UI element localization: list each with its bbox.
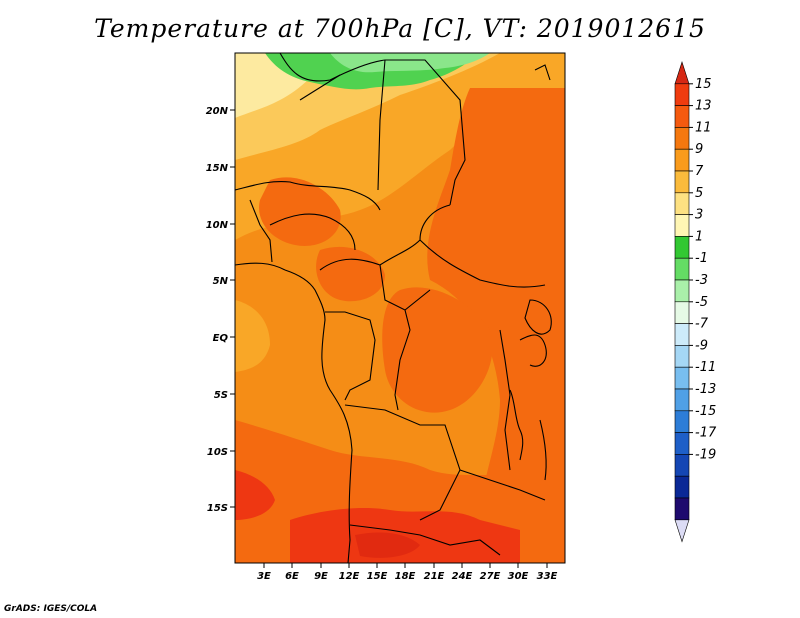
colorbar-swatch bbox=[674, 257, 690, 281]
colorbar-swatch bbox=[674, 192, 690, 215]
lon-label: 12E bbox=[339, 571, 360, 582]
lon-label: 30E bbox=[508, 571, 529, 582]
colorbar-label: -19 bbox=[695, 447, 716, 462]
colorbar-label: 13 bbox=[695, 99, 712, 114]
border-line-14 bbox=[349, 524, 501, 556]
border-line-6 bbox=[269, 213, 356, 251]
map-frame bbox=[234, 52, 566, 564]
map-title: Temperature at 700hPa [C], VT: 201901261… bbox=[94, 14, 706, 43]
colorbar-label: 7 bbox=[695, 164, 704, 179]
lat-label: 5N bbox=[213, 276, 229, 287]
lat-label: 10N bbox=[206, 220, 229, 231]
border-line-8 bbox=[419, 239, 546, 288]
lon-label: 15E bbox=[367, 571, 388, 582]
lon-label: 9E bbox=[314, 571, 328, 582]
lat-label: 15N bbox=[206, 163, 229, 174]
colorbar-swatch bbox=[674, 105, 690, 128]
border-line-4 bbox=[235, 181, 381, 211]
colorbar-swatch bbox=[674, 519, 690, 543]
colorbar-swatch bbox=[674, 432, 690, 455]
colorbar-swatch bbox=[674, 127, 690, 150]
colorbar-label: -15 bbox=[695, 404, 716, 419]
border-line-17 bbox=[519, 334, 547, 367]
lon-label: 18E bbox=[395, 571, 416, 582]
colorbar-swatch bbox=[674, 214, 690, 237]
field-band-warm-nw bbox=[259, 177, 341, 246]
lon-label: 27E bbox=[480, 571, 501, 582]
border-line-16 bbox=[235, 262, 286, 271]
field-band-warm-center bbox=[382, 287, 493, 413]
border-line-15 bbox=[459, 469, 546, 501]
field-band-hot-south bbox=[290, 508, 520, 563]
colorbar-label: -3 bbox=[695, 273, 708, 288]
colorbar-swatch bbox=[674, 366, 690, 390]
lat-label: EQ bbox=[213, 333, 229, 344]
colorbar-label: 5 bbox=[695, 186, 703, 201]
border-line-10 bbox=[325, 311, 376, 401]
colorbar-swatch bbox=[674, 410, 690, 433]
grads-credit: GrADS: IGES/COLA bbox=[4, 604, 98, 614]
colorbar-label: -17 bbox=[695, 426, 717, 441]
colorbar-swatch bbox=[674, 497, 690, 521]
colorbar-swatch bbox=[674, 170, 690, 194]
lake-outline-1 bbox=[509, 389, 524, 461]
longitude-labels: 3E 6E 9E 12E 15E 18E 21E 24E 27E 30E 33E bbox=[257, 571, 557, 582]
colorbar-label: -13 bbox=[695, 382, 716, 397]
border-line-13 bbox=[344, 404, 461, 521]
lat-label: 15S bbox=[207, 503, 228, 514]
border-line-12 bbox=[499, 329, 511, 471]
lat-label: 5S bbox=[214, 390, 228, 401]
border-line-11 bbox=[394, 309, 411, 411]
colorbar-swatch bbox=[674, 61, 690, 85]
lon-label: 3E bbox=[257, 571, 271, 582]
colorbar-label: -1 bbox=[695, 251, 708, 266]
colorbar-swatch bbox=[674, 236, 690, 259]
colorbar-swatch bbox=[674, 323, 690, 346]
field-band-lightgreen bbox=[330, 53, 490, 73]
colorbar-label: 3 bbox=[695, 208, 703, 223]
colorbar-label: 1 bbox=[695, 229, 703, 244]
lat-label: 20N bbox=[206, 106, 229, 117]
colorbar-label: -7 bbox=[695, 317, 709, 332]
colorbar-swatch bbox=[674, 388, 690, 412]
lon-label: 33E bbox=[537, 571, 558, 582]
lake-outline-3 bbox=[524, 299, 552, 335]
colorbar-label: 9 bbox=[695, 142, 703, 157]
colorbar-label: -5 bbox=[695, 295, 708, 310]
coast-line-2 bbox=[534, 64, 551, 81]
lon-label: 6E bbox=[285, 571, 299, 582]
field-band-mild-southwest bbox=[235, 300, 270, 372]
lon-label: 24E bbox=[452, 571, 473, 582]
border-line-9 bbox=[379, 264, 431, 311]
border-line-2 bbox=[377, 59, 386, 191]
lon-label: 21E bbox=[424, 571, 445, 582]
colorbar-swatch bbox=[674, 301, 690, 324]
colorbar-label: 11 bbox=[695, 120, 712, 135]
field-band-hot-southwest bbox=[235, 470, 275, 520]
field-band-hotter-southwest bbox=[355, 532, 420, 558]
border-line-5 bbox=[249, 199, 273, 263]
border-line-7 bbox=[319, 204, 451, 271]
colorbar-swatch bbox=[674, 475, 690, 499]
field-band-warm-east bbox=[427, 88, 565, 560]
colorbar-label: -11 bbox=[695, 360, 716, 375]
colorbar: 15 13 11 9 7 5 3 1 -1 -3 -5 -7 -9 -11 -13 -15 -17 -19 bbox=[674, 61, 717, 543]
colorbar-swatch bbox=[674, 148, 690, 172]
lat-label: 10S bbox=[207, 447, 228, 458]
colorbar-swatch bbox=[674, 454, 690, 477]
colorbar-swatch bbox=[674, 279, 690, 303]
coast-line-1 bbox=[284, 269, 353, 563]
latitude-labels: 20N 15N 10N 5N EQ 5S 10S 15S bbox=[206, 106, 229, 514]
colorbar-label: -9 bbox=[695, 338, 708, 353]
longitude-ticks bbox=[263, 563, 548, 568]
border-line-3 bbox=[299, 74, 341, 101]
country-borders bbox=[235, 53, 552, 563]
field-band-warm-west bbox=[316, 246, 385, 302]
latitude-ticks bbox=[230, 109, 235, 508]
colorbar-swatch bbox=[674, 345, 690, 368]
colorbar-swatch bbox=[674, 83, 690, 106]
lake-outline-2 bbox=[539, 419, 547, 481]
colorbar-label: 15 bbox=[695, 77, 712, 92]
